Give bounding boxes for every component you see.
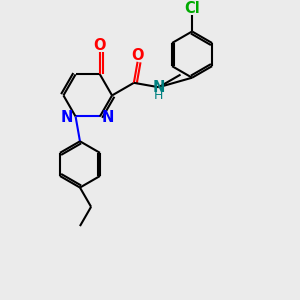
Text: N: N bbox=[152, 80, 165, 95]
Text: H: H bbox=[154, 89, 164, 102]
Text: O: O bbox=[94, 38, 106, 53]
Text: N: N bbox=[61, 110, 74, 125]
Text: N: N bbox=[102, 110, 114, 125]
Text: O: O bbox=[131, 48, 144, 63]
Text: Cl: Cl bbox=[184, 1, 200, 16]
